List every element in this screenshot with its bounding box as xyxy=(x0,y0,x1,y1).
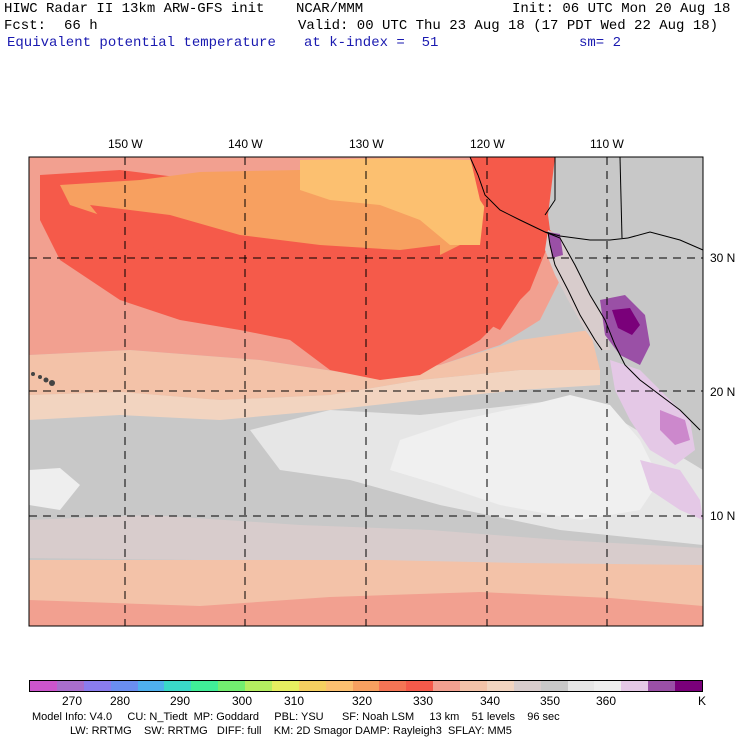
region-coastal-red xyxy=(470,157,555,330)
header-org: NCAR/MMM xyxy=(296,1,364,17)
border-state-2 xyxy=(619,156,623,239)
region-white-itcz xyxy=(390,395,660,520)
colorbar-swatch xyxy=(271,681,299,691)
colorbar-swatch xyxy=(513,681,541,691)
lat-label-20n: 20 N xyxy=(710,385,736,399)
field-name: Equivalent potential temperature xyxy=(7,35,276,51)
colorbar-label-320: 320 xyxy=(352,694,373,708)
colorbar-label-330: 330 xyxy=(413,694,434,708)
header-valid: Valid: 00 UTC Thu 23 Aug 18 (17 PDT Wed … xyxy=(298,18,719,34)
level-index: at k-index = 51 xyxy=(304,35,439,51)
lon-label-140w: 140 W xyxy=(228,137,263,151)
border-us-mexico xyxy=(544,231,629,241)
footer-model-info: Model Info: V4.0 CU: N_Tiedt MP: Goddard… xyxy=(32,711,560,723)
header-fcst-label: Fcst: xyxy=(4,18,47,34)
colorbar-swatch xyxy=(218,681,245,691)
hawaii-island-4 xyxy=(49,380,55,386)
coastline-baja xyxy=(547,231,603,351)
region-red-inner xyxy=(90,205,440,285)
band-peach-north xyxy=(29,330,600,400)
colorbar-swatch xyxy=(30,681,57,691)
border-state-1 xyxy=(544,157,556,216)
lon-label-110w: 110 W xyxy=(590,137,624,151)
colorbar-label-300: 300 xyxy=(232,694,253,708)
colorbar-swatch xyxy=(486,681,514,691)
colorbar-swatch xyxy=(460,681,487,691)
colorbar xyxy=(29,680,703,692)
lon-label-120w: 120 W xyxy=(470,137,505,151)
colorbar-swatch xyxy=(245,681,272,691)
colorbar-swatch xyxy=(567,681,595,691)
lon-label-150w: 150 W xyxy=(108,137,143,151)
colorbar-swatch xyxy=(540,681,568,691)
coastline-us-mexico xyxy=(469,156,701,431)
colorbar-swatch xyxy=(56,681,84,691)
hawaii-island-2 xyxy=(38,375,42,379)
band-light-pink-mid xyxy=(29,370,600,420)
colorbar-label-360: 360 xyxy=(596,694,617,708)
colorbar-swatch xyxy=(110,681,138,691)
colorbar-label-310: 310 xyxy=(284,694,305,708)
colorbar-label-340: 340 xyxy=(480,694,501,708)
header-fcst-value: 66 h xyxy=(64,18,98,34)
colorbar-swatch xyxy=(191,681,219,691)
colorbar-swatch xyxy=(621,681,649,691)
border-state-3 xyxy=(627,231,704,251)
region-yellow xyxy=(300,158,485,245)
map-frame xyxy=(28,156,704,627)
colorbar-label-290: 290 xyxy=(170,694,191,708)
lat-label-10n: 10 N xyxy=(710,509,736,523)
colorbar-swatch xyxy=(137,681,165,691)
region-white-west xyxy=(29,468,80,510)
region-purple-small xyxy=(660,410,690,445)
colorbar-swatch xyxy=(164,681,192,691)
colorbar-label-270: 270 xyxy=(62,694,83,708)
region-deep-purple xyxy=(612,308,640,335)
colorbar-swatch xyxy=(325,681,353,691)
colorbar-swatch xyxy=(648,681,675,691)
colorbar-swatch xyxy=(675,681,702,691)
colorbar-label-280: 280 xyxy=(110,694,131,708)
colorbar-swatch xyxy=(406,681,434,691)
land-north-america xyxy=(548,157,703,410)
colorbar-swatch xyxy=(594,681,622,691)
hawaii-island-1 xyxy=(31,372,35,376)
colorbar-swatch xyxy=(433,681,460,691)
footer-physics-info: LW: RRTMG SW: RRTMG DIFF: full KM: 2D Sm… xyxy=(70,725,512,737)
colorbar-unit: K xyxy=(698,694,707,708)
smoothing: sm= 2 xyxy=(579,35,622,51)
colorbar-label-350: 350 xyxy=(540,694,561,708)
header-init: Init: 06 UTC Mon 20 Aug 18 xyxy=(512,1,731,17)
colorbar-swatch xyxy=(379,681,407,691)
colorbar-swatch xyxy=(83,681,111,691)
colorbar-swatch xyxy=(298,681,326,691)
lat-label-30n: 30 N xyxy=(710,251,736,265)
hawaii-island-3 xyxy=(43,377,49,383)
lon-label-130w: 130 W xyxy=(349,137,384,151)
colorbar-swatch xyxy=(352,681,380,691)
region-light-purple-coast xyxy=(640,460,703,520)
land-baja xyxy=(545,230,610,350)
header-title: HIWC Radar II 13km ARW-GFS init xyxy=(4,1,265,17)
